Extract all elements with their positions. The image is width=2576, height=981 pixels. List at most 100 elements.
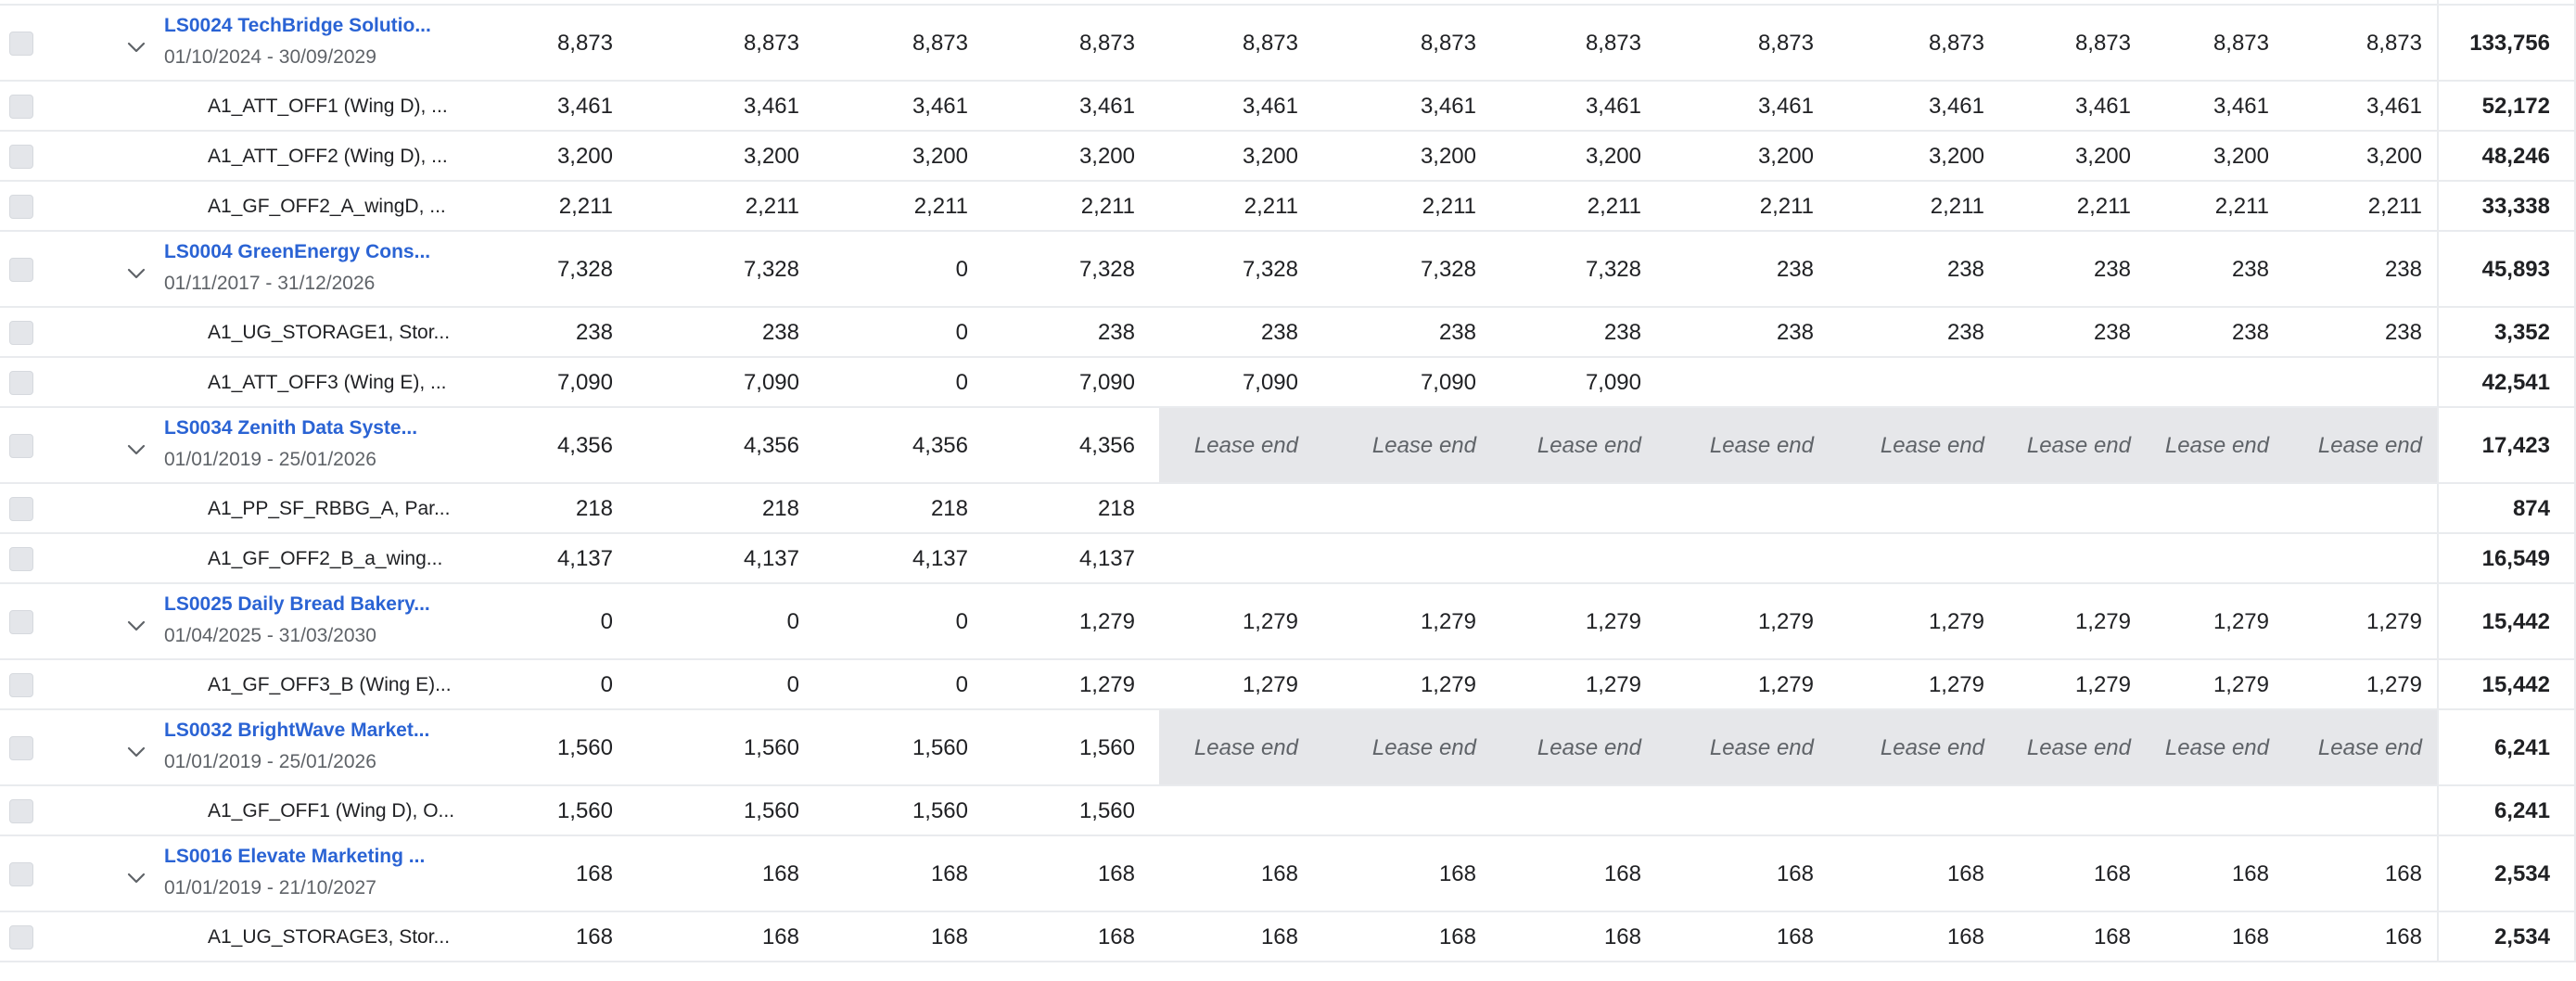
row-checkbox[interactable] <box>9 95 33 119</box>
period-value: 238 <box>1260 320 1298 345</box>
lease-end-band <box>1159 408 2437 482</box>
row-checkbox[interactable] <box>9 258 33 282</box>
period-value: 0 <box>600 672 613 697</box>
lease-name-link[interactable]: LS0032 BrightWave Market... <box>164 720 430 741</box>
unit-row: A1_ATT_OFF3 (Wing E), ... 7,090 7,090 0 7,09… <box>0 358 2576 408</box>
lease-name-link[interactable]: LS0016 Elevate Marketing ... <box>164 846 426 867</box>
period-value: 1,279 <box>1928 672 1984 697</box>
period-value: 7,090 <box>1420 370 1476 395</box>
period-value: 8,873 <box>1585 31 1641 56</box>
row-total: 6,241 <box>2493 735 2550 760</box>
period-value: 168 <box>2093 924 2131 949</box>
period-value: 7,328 <box>1585 257 1641 282</box>
totals-column-divider <box>2437 0 2439 962</box>
period-value: 238 <box>1438 320 1476 345</box>
row-checkbox[interactable] <box>9 497 33 521</box>
period-value: 1,560 <box>556 735 613 760</box>
period-value: 168 <box>2384 924 2422 949</box>
chevron-down-icon[interactable] <box>122 612 150 640</box>
row-checkbox[interactable] <box>9 799 33 823</box>
row-checkbox[interactable] <box>9 371 33 395</box>
chevron-down-icon[interactable] <box>122 33 150 61</box>
period-value: 4,137 <box>1078 546 1135 571</box>
period-value: 4,137 <box>743 546 799 571</box>
period-value: 1,560 <box>912 735 968 760</box>
period-value: 1,560 <box>556 798 613 823</box>
row-total: 15,442 <box>2481 609 2550 634</box>
period-value: 3,461 <box>743 94 799 119</box>
lease-name-link[interactable]: LS0034 Zenith Data Syste... <box>164 417 418 439</box>
unit-row: A1_PP_SF_RBBG_A, Par... 218 218 218 218 874 <box>0 484 2576 534</box>
period-value: 2,211 <box>913 194 968 219</box>
row-checkbox[interactable] <box>9 610 33 634</box>
period-value: 168 <box>1260 924 1298 949</box>
period-value: 1,279 <box>1078 609 1135 634</box>
row-total: 6,241 <box>2493 798 2550 823</box>
period-value: 168 <box>1438 924 1476 949</box>
period-value: 3,461 <box>2074 94 2131 119</box>
period-value: 168 <box>1097 861 1135 886</box>
period-value: 3,200 <box>1585 144 1641 169</box>
period-value: 1,279 <box>1757 609 1814 634</box>
row-checkbox[interactable] <box>9 547 33 571</box>
period-value: 238 <box>1776 320 1814 345</box>
period-value: 168 <box>761 924 799 949</box>
row-total: 45,893 <box>2481 257 2550 282</box>
lease-end-label: Lease end <box>1537 433 1641 458</box>
row-checkbox[interactable] <box>9 434 33 458</box>
period-value: 168 <box>1097 924 1135 949</box>
period-value: 168 <box>2093 861 2131 886</box>
period-value: 7,090 <box>1585 370 1641 395</box>
chevron-down-icon[interactable] <box>122 436 150 464</box>
period-value: 1,279 <box>2074 672 2131 697</box>
table-top-border <box>0 0 2576 6</box>
unit-row: A1_GF_OFF1 (Wing D), O... 1,560 1,560 1,560… <box>0 786 2576 836</box>
row-checkbox[interactable] <box>9 673 33 697</box>
period-value: 238 <box>1603 320 1641 345</box>
row-checkbox[interactable] <box>9 145 33 169</box>
chevron-down-icon[interactable] <box>122 738 150 766</box>
period-value: 2,211 <box>558 194 613 219</box>
unit-name: A1_GF_OFF2_B_a_wing... <box>208 548 443 569</box>
period-value: 218 <box>930 496 968 521</box>
unit-name: A1_GF_OFF3_B (Wing E)... <box>208 674 452 695</box>
table-right-border <box>2574 0 2576 962</box>
unit-row: A1_GF_OFF3_B (Wing E)... 0 0 0 1,279 1,279 1,2… <box>0 660 2576 710</box>
period-value: 0 <box>786 672 799 697</box>
lease-name-link[interactable]: LS0025 Daily Bread Bakery... <box>164 593 430 615</box>
chevron-down-icon[interactable] <box>122 260 150 287</box>
period-value: 1,560 <box>743 735 799 760</box>
period-value: 7,090 <box>556 370 613 395</box>
row-checkbox[interactable] <box>9 862 33 886</box>
period-value: 238 <box>2384 257 2422 282</box>
period-value: 168 <box>2231 924 2269 949</box>
period-value: 3,200 <box>556 144 613 169</box>
period-value: 4,356 <box>743 433 799 458</box>
row-total: 2,534 <box>2493 924 2550 949</box>
lease-date-range: 01/10/2024 - 30/09/2029 <box>164 46 376 68</box>
period-value: 4,137 <box>912 546 968 571</box>
period-value: 3,200 <box>1420 144 1476 169</box>
row-checkbox[interactable] <box>9 32 33 56</box>
period-value: 3,200 <box>2366 144 2422 169</box>
lease-end-label: Lease end <box>1371 735 1476 760</box>
row-checkbox[interactable] <box>9 195 33 219</box>
unit-name: A1_GF_OFF1 (Wing D), O... <box>208 800 455 822</box>
period-value: 238 <box>2093 257 2131 282</box>
lease-name-link[interactable]: LS0024 TechBridge Solutio... <box>164 15 431 36</box>
period-value: 168 <box>930 861 968 886</box>
period-value: 238 <box>2231 320 2269 345</box>
row-total: 2,534 <box>2493 861 2550 886</box>
period-value: 238 <box>1946 257 1984 282</box>
lease-group-row: LS0004 GreenEnergy Cons... 01/11/2017 - 3… <box>0 232 2576 308</box>
period-value: 7,090 <box>743 370 799 395</box>
row-checkbox[interactable] <box>9 925 33 949</box>
period-value: 7,328 <box>556 257 613 282</box>
chevron-down-icon[interactable] <box>122 864 150 892</box>
row-checkbox[interactable] <box>9 321 33 345</box>
period-value: 2,211 <box>745 194 799 219</box>
period-value: 3,200 <box>1928 144 1984 169</box>
row-checkbox[interactable] <box>9 736 33 760</box>
lease-name-link[interactable]: LS0004 GreenEnergy Cons... <box>164 241 431 262</box>
